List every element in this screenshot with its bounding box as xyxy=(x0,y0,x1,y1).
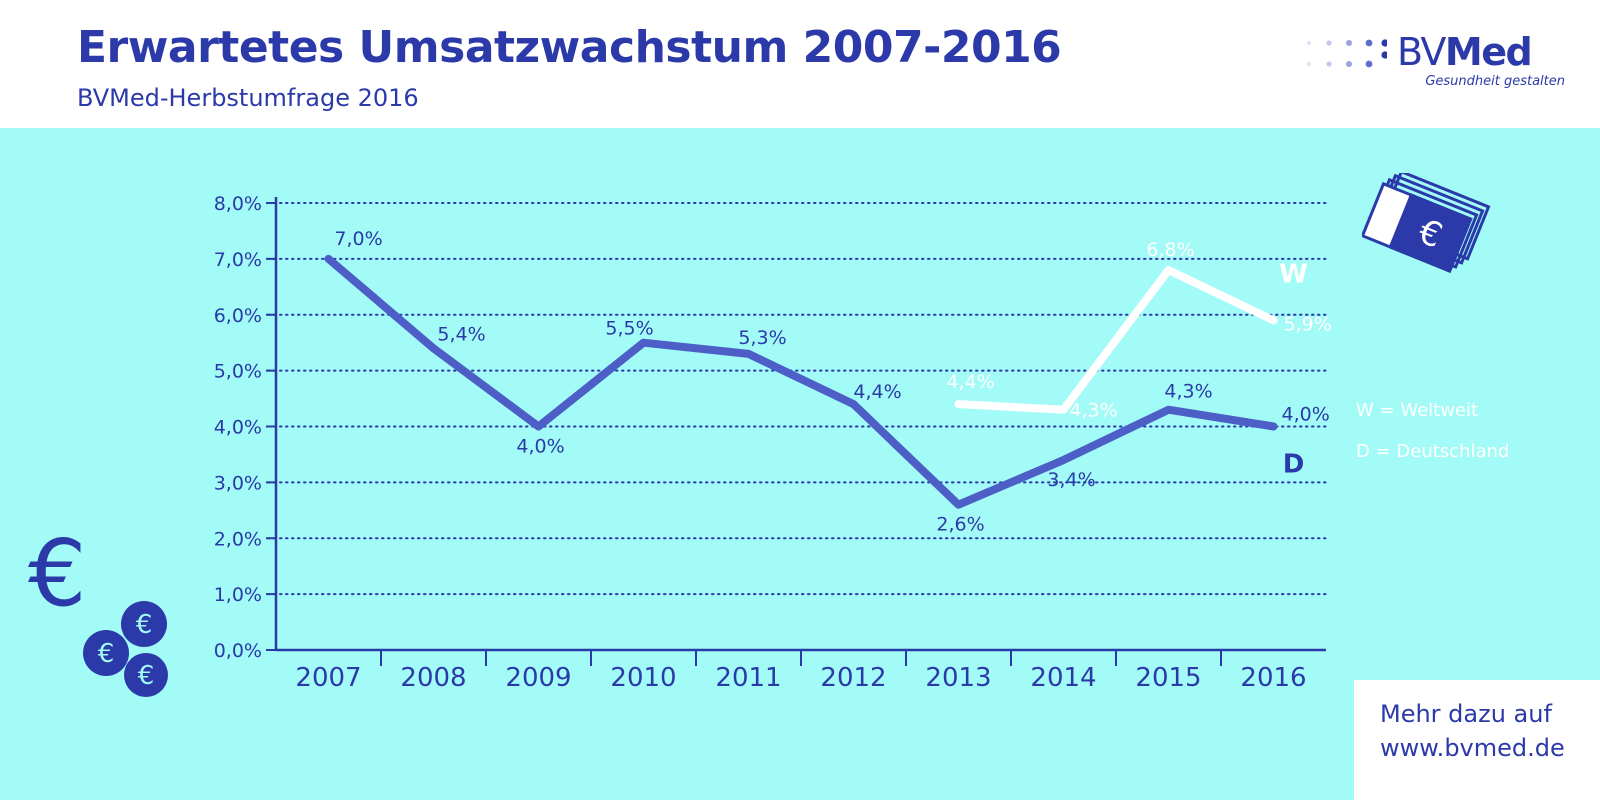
y-tick-label-2: 2,0% xyxy=(214,528,262,550)
series-d-label-2012: 4,4% xyxy=(853,381,901,403)
logo-wordmark-bv: BV xyxy=(1397,30,1446,74)
series-d-label-2014: 3,4% xyxy=(1047,469,1095,491)
series-d-line xyxy=(324,254,1278,509)
x-tick-label-2016: 2016 xyxy=(1240,663,1306,693)
x-tick-label-2007: 2007 xyxy=(295,663,361,693)
series-w-label-2015: 6,8% xyxy=(1146,239,1194,261)
x-tick-label-2013: 2013 xyxy=(925,663,991,693)
logo-wordmark-med: Med xyxy=(1444,30,1533,74)
series-w-line xyxy=(954,266,1278,414)
y-tick-label-7: 7,0% xyxy=(214,249,262,271)
page-subtitle: BVMed-Herbstumfrage 2016 xyxy=(77,84,419,112)
x-tick-label-2009: 2009 xyxy=(505,663,571,693)
logo-dots-icon xyxy=(1306,39,1387,68)
legend-deutschland: D = Deutschland xyxy=(1356,441,1510,462)
logo-tagline: Gesundheit gestalten xyxy=(1425,74,1565,89)
series-w-name: W xyxy=(1279,259,1308,289)
x-tick-label-2011: 2011 xyxy=(715,663,781,693)
chart-panel: 0,0% 1,0% 2,0% 3,0% 4,0% 5,0% 6,0% 7,0% 8,0% 2007… xyxy=(0,128,1600,800)
series-d-label-2010: 5,5% xyxy=(605,318,653,340)
coin-glyph-1: € xyxy=(136,610,153,640)
legend-weltweit: W = Weltweit xyxy=(1356,400,1479,421)
series-w-label-2013: 4,4% xyxy=(946,371,994,393)
x-tick-label-2010: 2010 xyxy=(610,663,676,693)
x-tick-label-2008: 2008 xyxy=(400,663,466,693)
series-w-label-2014: 4,3% xyxy=(1069,400,1117,422)
series-d-label-2016: 4,0% xyxy=(1282,404,1330,426)
y-tick-label-6: 6,0% xyxy=(214,305,262,327)
line-chart: 0,0% 1,0% 2,0% 3,0% 4,0% 5,0% 6,0% 7,0% 8,0% 2007… xyxy=(214,193,1332,693)
x-tick-label-2012: 2012 xyxy=(820,663,886,693)
y-tick-label-3: 3,0% xyxy=(214,472,262,494)
y-tick-label-4: 4,0% xyxy=(214,417,262,439)
series-d-name: D xyxy=(1283,450,1305,480)
bvmed-logo[interactable]: BVMed Gesundheit gestalten xyxy=(1305,30,1565,92)
y-tick-label-1: 1,0% xyxy=(214,584,262,606)
banknotes-icon: € xyxy=(1362,173,1491,273)
more-info-text: Mehr dazu auf xyxy=(1380,700,1552,728)
y-tick-label-5: 5,0% xyxy=(214,361,262,383)
series-d-label-2015: 4,3% xyxy=(1164,381,1212,403)
series-d-label-2008: 5,4% xyxy=(437,323,485,345)
header: Erwartetes Umsatzwachstum 2007-2016 BVMe… xyxy=(0,0,1600,128)
series-w-label-2016: 5,9% xyxy=(1284,313,1332,335)
series-d-label-2013: 2,6% xyxy=(936,514,984,536)
series-d-label-2011: 5,3% xyxy=(738,327,786,349)
y-tick-label-0: 0,0% xyxy=(214,640,262,662)
page-title: Erwartetes Umsatzwachstum 2007-2016 xyxy=(77,22,1062,73)
coin-glyph-3: € xyxy=(138,661,155,691)
x-tick-label-2015: 2015 xyxy=(1135,663,1201,693)
series-d-label-2009: 4,0% xyxy=(516,436,564,458)
coin-glyph-2: € xyxy=(98,639,115,669)
series-d-label-2007: 7,0% xyxy=(334,228,382,250)
logo-wordmark: BVMed xyxy=(1397,30,1533,74)
euro-icon: € xyxy=(28,520,87,627)
euro-coins-icon: € € € xyxy=(83,601,168,697)
x-tick-label-2014: 2014 xyxy=(1030,663,1096,693)
more-info-box[interactable]: Mehr dazu auf www.bvmed.de xyxy=(1354,680,1600,800)
y-tick-label-8: 8,0% xyxy=(214,193,262,215)
website-link[interactable]: www.bvmed.de xyxy=(1380,734,1565,762)
